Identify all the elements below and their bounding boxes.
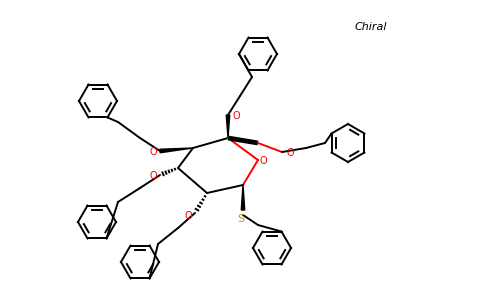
Polygon shape [160,148,193,153]
Text: Chiral: Chiral [355,22,388,32]
Polygon shape [241,185,245,210]
Text: O: O [184,211,192,221]
Text: O: O [286,148,294,158]
Text: O: O [149,171,157,181]
Text: S: S [238,214,244,224]
Text: O: O [259,156,267,166]
Text: O: O [232,111,240,121]
Polygon shape [226,115,230,138]
Text: O: O [149,147,157,157]
